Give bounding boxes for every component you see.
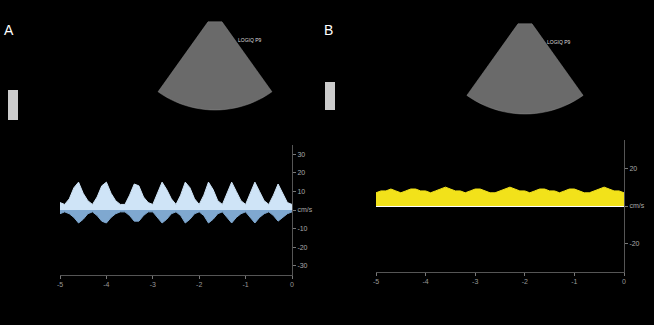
svg-text:-30: -30 bbox=[297, 262, 307, 269]
svg-text:-4: -4 bbox=[422, 278, 428, 285]
svg-text:-5: -5 bbox=[373, 278, 379, 285]
svg-text:-20: -20 bbox=[297, 244, 307, 251]
svg-text:B: B bbox=[324, 22, 333, 38]
svg-text:-3: -3 bbox=[150, 281, 156, 288]
svg-text:30: 30 bbox=[297, 151, 305, 158]
svg-text:-2: -2 bbox=[196, 281, 202, 288]
svg-text:-3: -3 bbox=[472, 278, 478, 285]
svg-text:20: 20 bbox=[629, 165, 637, 172]
svg-text:-1: -1 bbox=[242, 281, 248, 288]
svg-text:LOGIQ P9: LOGIQ P9 bbox=[547, 39, 571, 45]
svg-text:A: A bbox=[4, 22, 14, 38]
svg-text:-20: -20 bbox=[629, 240, 639, 247]
svg-text:LOGIQ P9: LOGIQ P9 bbox=[238, 37, 262, 43]
svg-text:10: 10 bbox=[297, 188, 305, 195]
svg-text:cm/s: cm/s bbox=[297, 206, 312, 213]
svg-text:20: 20 bbox=[297, 169, 305, 176]
svg-text:-4: -4 bbox=[103, 281, 109, 288]
svg-text:cm/s: cm/s bbox=[629, 202, 644, 209]
svg-text:0: 0 bbox=[290, 281, 294, 288]
svg-text:-1: -1 bbox=[571, 278, 577, 285]
svg-text:-5: -5 bbox=[57, 281, 63, 288]
svg-text:0: 0 bbox=[622, 278, 626, 285]
svg-text:-10: -10 bbox=[297, 225, 307, 232]
svg-text:-2: -2 bbox=[522, 278, 528, 285]
